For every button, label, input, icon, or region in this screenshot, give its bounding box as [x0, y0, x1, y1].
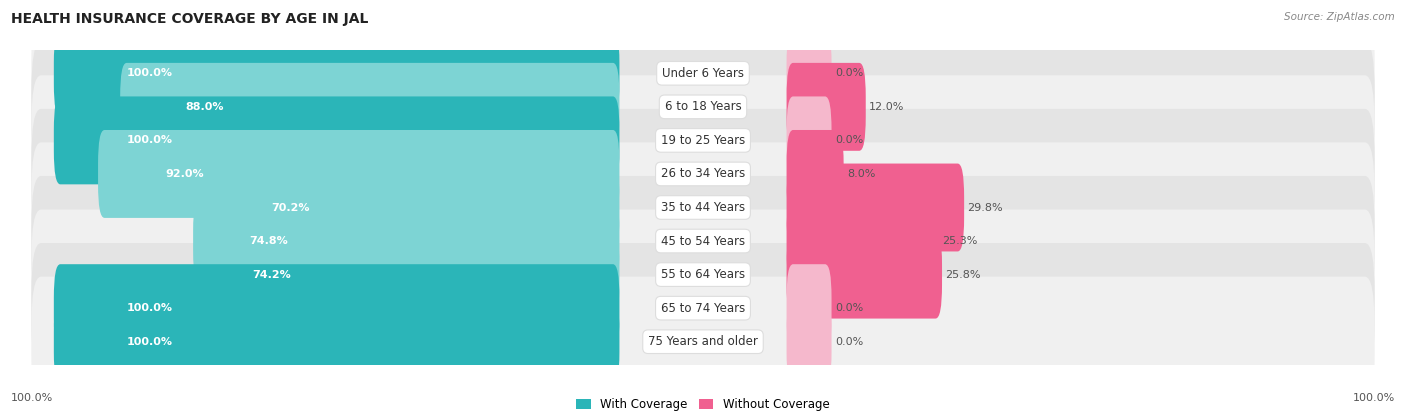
Text: 92.0%: 92.0% [166, 169, 204, 179]
Text: 0.0%: 0.0% [835, 303, 863, 313]
FancyBboxPatch shape [786, 298, 831, 386]
Text: 45 to 54 Years: 45 to 54 Years [661, 234, 745, 248]
Text: 100.0%: 100.0% [1353, 393, 1395, 403]
Text: 74.8%: 74.8% [249, 236, 288, 246]
FancyBboxPatch shape [31, 8, 1375, 138]
Text: 12.0%: 12.0% [869, 102, 904, 112]
Text: 100.0%: 100.0% [127, 337, 173, 347]
FancyBboxPatch shape [53, 298, 620, 386]
Text: 25.8%: 25.8% [945, 270, 981, 280]
FancyBboxPatch shape [31, 75, 1375, 205]
FancyBboxPatch shape [786, 130, 844, 218]
Text: 25.3%: 25.3% [942, 236, 977, 246]
FancyBboxPatch shape [98, 130, 620, 218]
FancyBboxPatch shape [31, 243, 1375, 373]
FancyBboxPatch shape [786, 231, 942, 319]
Text: 70.2%: 70.2% [271, 203, 311, 212]
FancyBboxPatch shape [31, 42, 1375, 172]
Text: Under 6 Years: Under 6 Years [662, 67, 744, 80]
FancyBboxPatch shape [786, 96, 831, 184]
Legend: With Coverage, Without Coverage: With Coverage, Without Coverage [572, 393, 834, 415]
Text: 26 to 34 Years: 26 to 34 Years [661, 167, 745, 181]
Text: HEALTH INSURANCE COVERAGE BY AGE IN JAL: HEALTH INSURANCE COVERAGE BY AGE IN JAL [11, 12, 368, 27]
FancyBboxPatch shape [31, 176, 1375, 306]
Text: 8.0%: 8.0% [846, 169, 875, 179]
FancyBboxPatch shape [120, 63, 620, 151]
FancyBboxPatch shape [53, 96, 620, 184]
FancyBboxPatch shape [786, 197, 939, 285]
Text: 0.0%: 0.0% [835, 337, 863, 347]
Text: 74.2%: 74.2% [252, 270, 291, 280]
Text: 88.0%: 88.0% [186, 102, 224, 112]
Text: 6 to 18 Years: 6 to 18 Years [665, 100, 741, 113]
FancyBboxPatch shape [786, 164, 965, 251]
Text: 19 to 25 Years: 19 to 25 Years [661, 134, 745, 147]
FancyBboxPatch shape [53, 29, 620, 117]
FancyBboxPatch shape [31, 142, 1375, 273]
FancyBboxPatch shape [786, 29, 831, 117]
Text: 0.0%: 0.0% [835, 135, 863, 145]
FancyBboxPatch shape [31, 277, 1375, 407]
Text: 55 to 64 Years: 55 to 64 Years [661, 268, 745, 281]
Text: 100.0%: 100.0% [127, 68, 173, 78]
Text: 0.0%: 0.0% [835, 68, 863, 78]
Text: 100.0%: 100.0% [127, 135, 173, 145]
FancyBboxPatch shape [31, 109, 1375, 239]
Text: 75 Years and older: 75 Years and older [648, 335, 758, 348]
FancyBboxPatch shape [786, 63, 866, 151]
Text: 35 to 44 Years: 35 to 44 Years [661, 201, 745, 214]
FancyBboxPatch shape [197, 231, 620, 319]
FancyBboxPatch shape [31, 210, 1375, 340]
Text: 65 to 74 Years: 65 to 74 Years [661, 302, 745, 315]
Text: 100.0%: 100.0% [11, 393, 53, 403]
Text: 100.0%: 100.0% [127, 303, 173, 313]
Text: Source: ZipAtlas.com: Source: ZipAtlas.com [1284, 12, 1395, 22]
FancyBboxPatch shape [53, 264, 620, 352]
FancyBboxPatch shape [786, 264, 831, 352]
FancyBboxPatch shape [218, 164, 620, 251]
Text: 29.8%: 29.8% [967, 203, 1002, 212]
FancyBboxPatch shape [193, 197, 620, 285]
